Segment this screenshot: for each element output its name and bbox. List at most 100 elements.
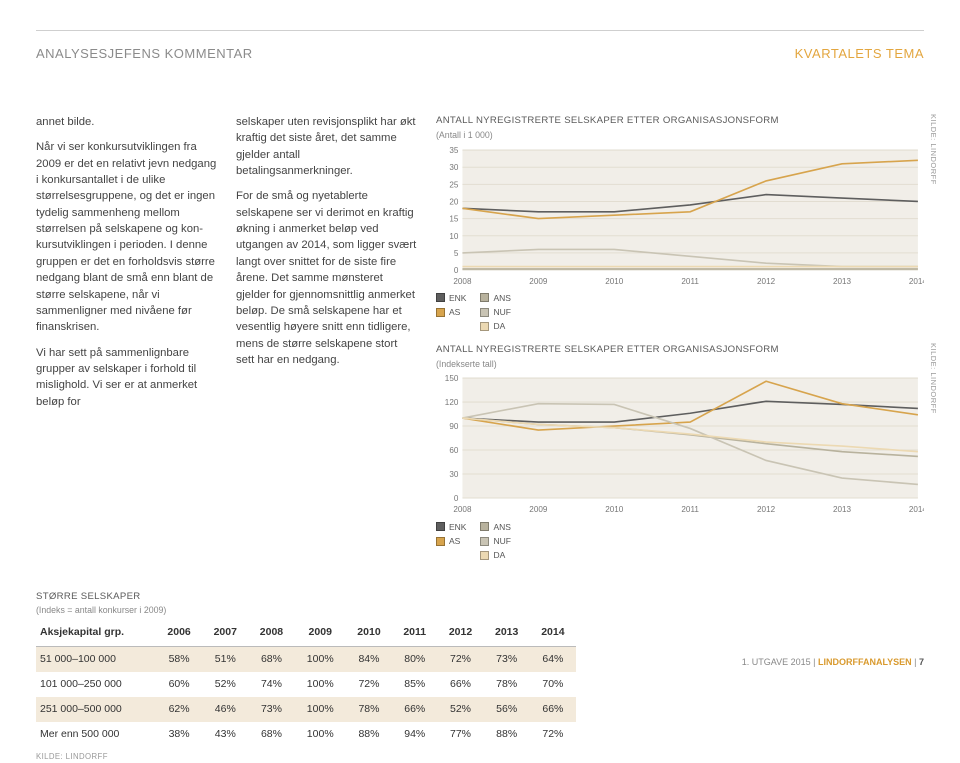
table-cell: 78%: [346, 697, 392, 722]
legend-label: DA: [493, 320, 505, 332]
charts-column: ANTALL NYREGISTRERTE SELSKAPER ETTER ORG…: [436, 114, 924, 572]
svg-text:2009: 2009: [529, 277, 548, 286]
legend-item: AS: [436, 535, 466, 547]
chart-2-source: KILDE: LINDORFF: [927, 343, 938, 414]
chart-2-legend: ENK AS ANS NUF DA: [436, 521, 924, 562]
chart-2-svg: 0306090120150200820092010201120122013201…: [436, 374, 924, 516]
footer-issue: 1. UTGAVE 2015: [742, 657, 811, 667]
svg-text:2012: 2012: [757, 277, 776, 286]
table-cell: 88%: [484, 722, 530, 747]
table-header-cell: 2007: [202, 620, 248, 646]
svg-text:10: 10: [449, 231, 459, 240]
table-cell: 38%: [156, 722, 202, 747]
table-cell: Mer enn 500 000: [36, 722, 156, 747]
legend-item: DA: [480, 320, 510, 332]
legend-label: ANS: [493, 521, 510, 533]
svg-text:2010: 2010: [605, 506, 624, 515]
table-cell: 73%: [484, 646, 530, 672]
legend-item: AS: [436, 306, 466, 318]
table-header-cell: 2014: [530, 620, 576, 646]
table-source: KILDE: LINDORFF: [36, 751, 576, 762]
table-cell: 58%: [156, 646, 202, 672]
svg-text:15: 15: [449, 214, 459, 223]
data-table: Aksjekapital grp.20062007200820092010201…: [36, 620, 576, 747]
svg-text:90: 90: [449, 423, 459, 432]
legend-item: ENK: [436, 521, 466, 533]
paragraph: selskaper uten revisjonsplikt har økt kr…: [236, 114, 418, 180]
svg-text:20: 20: [449, 197, 459, 206]
table-cell: 72%: [530, 722, 576, 747]
paragraph: Vi har sett på sammenlignbare grup­per a…: [36, 345, 218, 411]
legend-swatch: [480, 308, 489, 317]
legend-swatch: [436, 293, 445, 302]
table-cell: 68%: [248, 646, 294, 672]
table-cell: 74%: [248, 672, 294, 697]
svg-text:2009: 2009: [529, 506, 548, 515]
legend-swatch: [480, 522, 489, 531]
table-header-cell: 2012: [437, 620, 483, 646]
table-header-row: Aksjekapital grp.20062007200820092010201…: [36, 620, 576, 646]
svg-text:60: 60: [449, 447, 459, 456]
table-cell: 60%: [156, 672, 202, 697]
table-row: 251 000–500 00062%46%73%100%78%66%52%56%…: [36, 697, 576, 722]
table-header-cell: Aksjekapital grp.: [36, 620, 156, 646]
legend-item: ANS: [480, 292, 510, 304]
legend-swatch: [436, 522, 445, 531]
legend-item: NUF: [480, 535, 510, 547]
heading-row: ANALYSESJEFENS KOMMENTAR KVARTALETS TEMA: [36, 45, 924, 64]
table-cell: 88%: [346, 722, 392, 747]
svg-text:2013: 2013: [833, 277, 852, 286]
legend-label: DA: [493, 549, 505, 561]
table-block: STØRRE SELSKAPER (Indeks = antall konkur…: [36, 590, 576, 763]
chart-2-title: ANTALL NYREGISTRERTE SELSKAPER ETTER ORG…: [436, 343, 924, 357]
table-subtitle: (Indeks = antall konkurser i 2009): [36, 604, 576, 617]
table-header-cell: 2006: [156, 620, 202, 646]
chart-1-legend: ENKASANSNUFDA: [436, 292, 924, 333]
legend-swatch: [480, 551, 489, 560]
svg-text:2013: 2013: [833, 506, 852, 515]
chart-1-title: ANTALL NYREGISTRERTE SELSKAPER ETTER ORG…: [436, 114, 924, 128]
legend-label: AS: [449, 535, 460, 547]
svg-text:120: 120: [445, 399, 459, 408]
paragraph: Når vi ser konkursut­viklingen fra 2009 …: [36, 139, 218, 336]
chart-1-block: ANTALL NYREGISTRERTE SELSKAPER ETTER ORG…: [436, 114, 924, 333]
table-cell: 72%: [437, 646, 483, 672]
chart-1-svg: 0510152025303520082009201020112012201320…: [436, 146, 924, 288]
table-cell: 85%: [392, 672, 437, 697]
legend-item: ENK: [436, 292, 466, 304]
table-cell: 46%: [202, 697, 248, 722]
chart-1-source: KILDE: LINDORFF: [927, 114, 938, 185]
legend-swatch: [480, 293, 489, 302]
table-cell: 100%: [295, 697, 346, 722]
table-row: 101 000–250 00060%52%74%100%72%85%66%78%…: [36, 672, 576, 697]
legend-label: ENK: [449, 292, 466, 304]
table-cell: 64%: [530, 646, 576, 672]
section-heading-left: ANALYSESJEFENS KOMMENTAR: [36, 45, 253, 64]
table-cell: 78%: [484, 672, 530, 697]
table-cell: 84%: [346, 646, 392, 672]
legend-label: ANS: [493, 292, 510, 304]
table-header-cell: 2013: [484, 620, 530, 646]
svg-text:30: 30: [449, 163, 459, 172]
table-cell: 56%: [484, 697, 530, 722]
table-cell: 43%: [202, 722, 248, 747]
body-column-2: selskaper uten revisjonsplikt har økt kr…: [236, 114, 418, 572]
chart-2-subtitle: (Indekserte tall): [436, 358, 924, 371]
table-cell: 62%: [156, 697, 202, 722]
legend-swatch: [480, 537, 489, 546]
table-cell: 101 000–250 000: [36, 672, 156, 697]
top-rule: [36, 30, 924, 31]
table-header-cell: 2009: [295, 620, 346, 646]
footer-page: 7: [919, 657, 924, 667]
svg-text:2014: 2014: [909, 506, 924, 515]
table-cell: 70%: [530, 672, 576, 697]
chart-1-subtitle: (Antall i 1 000): [436, 129, 924, 142]
table-header-cell: 2011: [392, 620, 437, 646]
svg-text:2011: 2011: [681, 277, 699, 286]
table-cell: 66%: [530, 697, 576, 722]
svg-text:2012: 2012: [757, 506, 776, 515]
table-cell: 80%: [392, 646, 437, 672]
table-cell: 77%: [437, 722, 483, 747]
table-cell: 72%: [346, 672, 392, 697]
legend-label: AS: [449, 306, 460, 318]
